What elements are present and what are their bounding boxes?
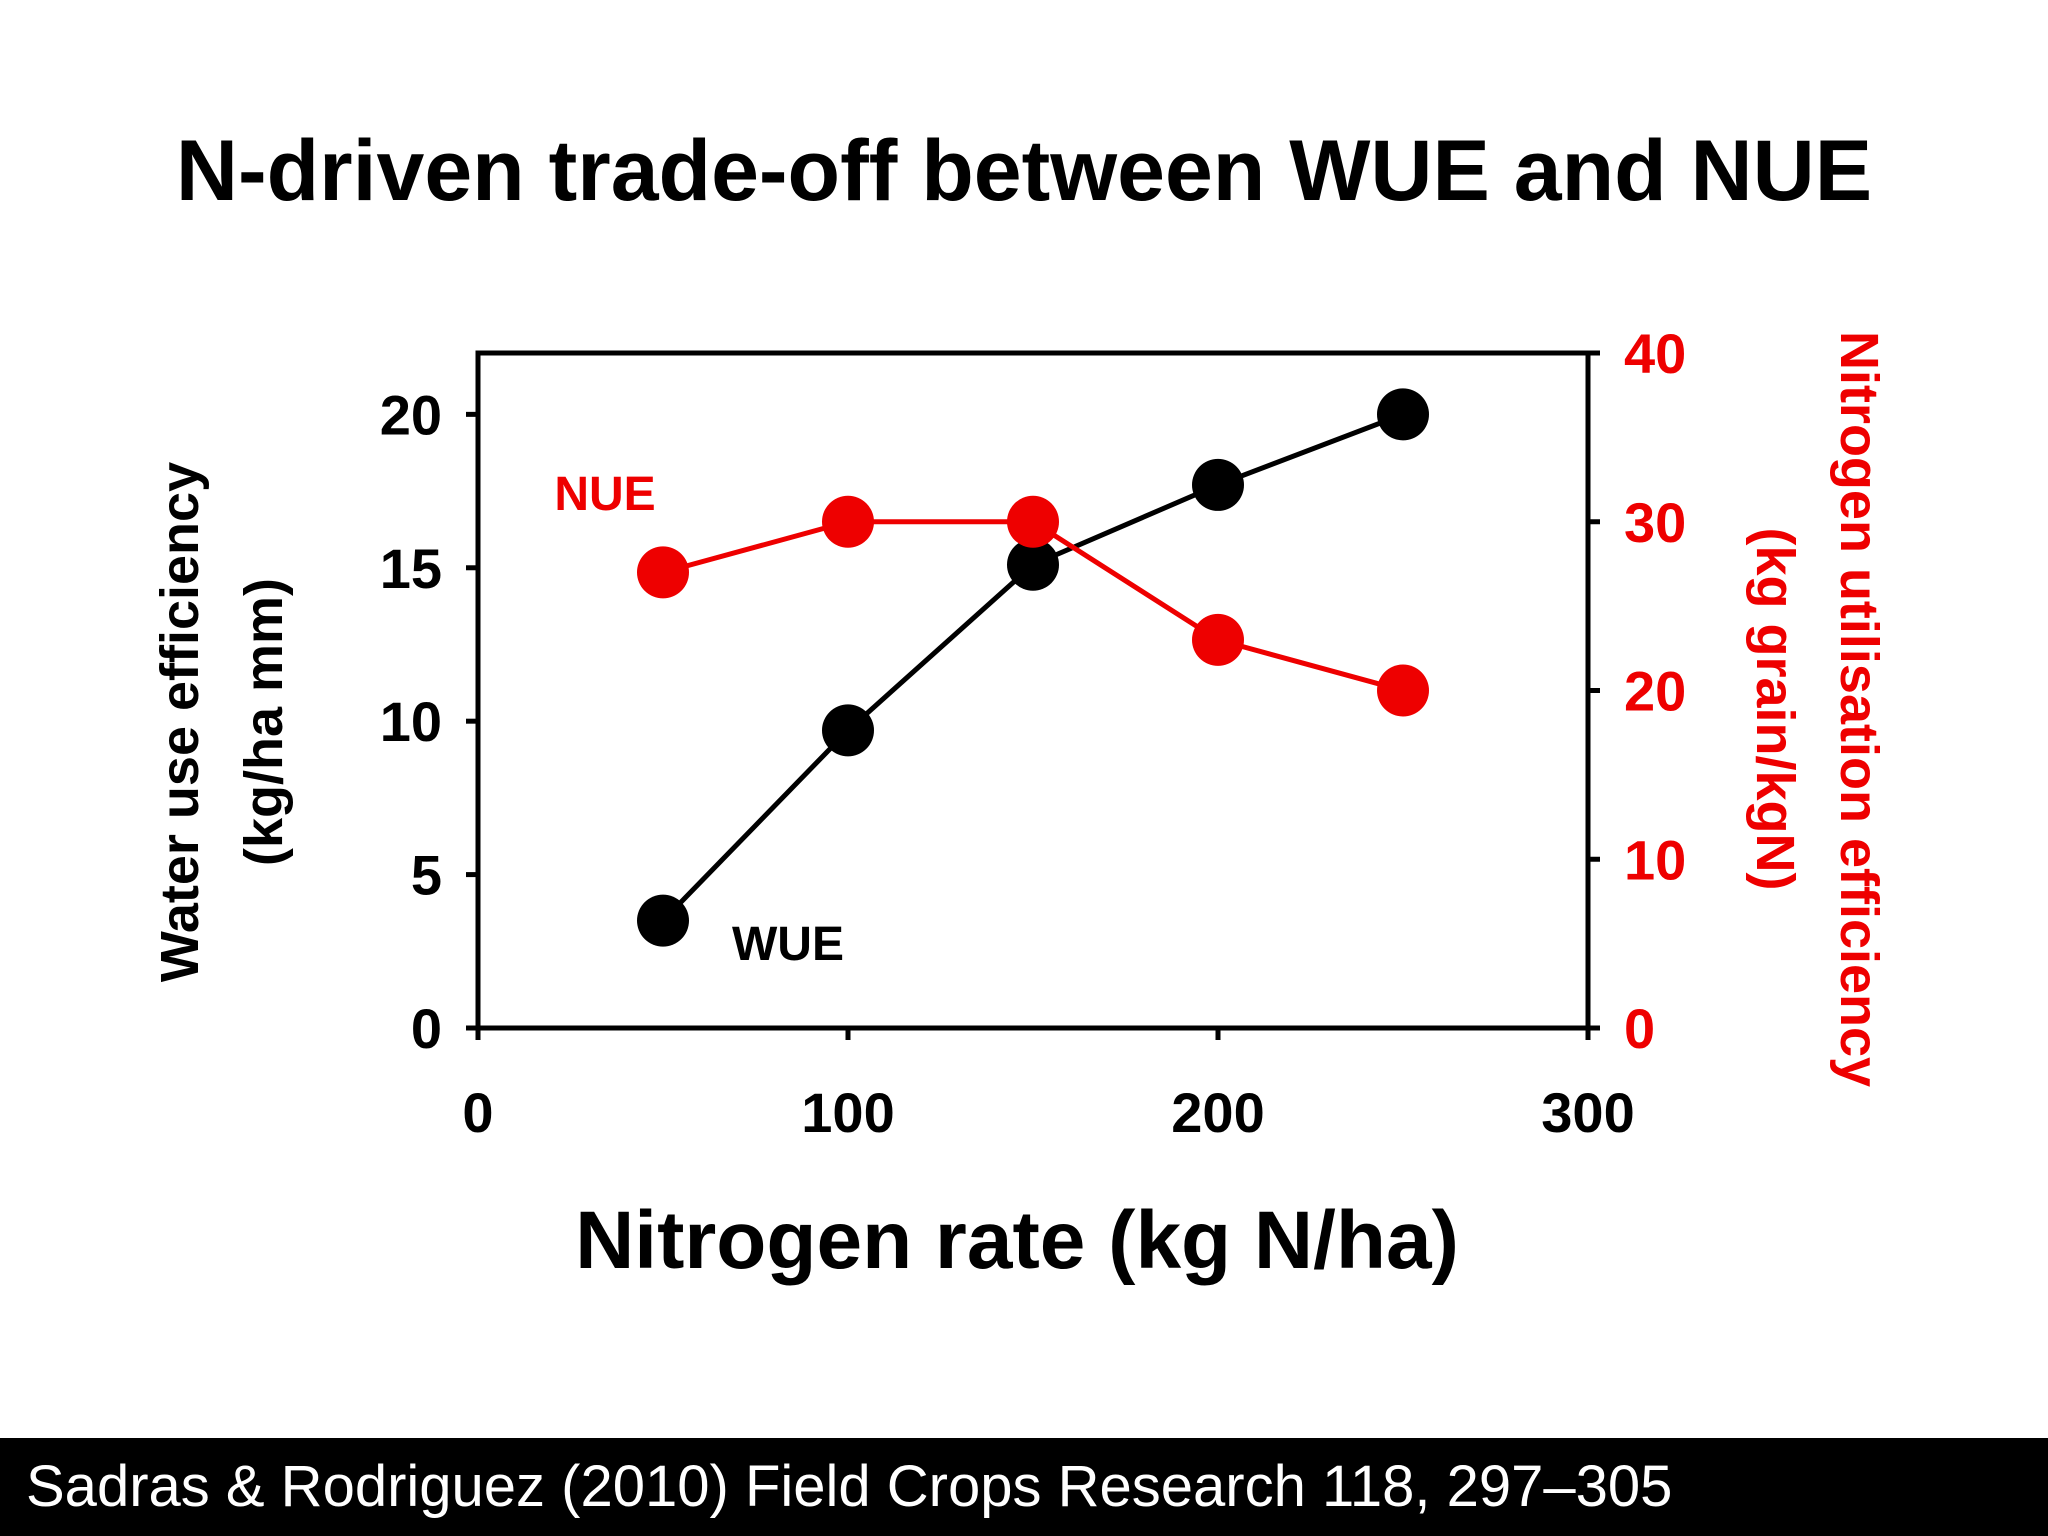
x-tick-label-300: 300 (1541, 1081, 1634, 1144)
series-layer (637, 388, 1429, 947)
left-tick-label-15: 15 (380, 537, 442, 600)
right-axis-label-line1: Nitrogen utilisation efficiency (1829, 331, 1889, 1087)
wue-point-50 (637, 894, 689, 947)
slide-title: N-driven trade-off between WUE and NUE (175, 123, 1873, 219)
citation-text: Sadras & Rodriguez (2010) Field Crops Re… (26, 1454, 1673, 1519)
wue-annotation: WUE (732, 918, 844, 971)
nue-point-250 (1377, 664, 1429, 717)
left-axis-label-line1: Water use efficiency (150, 462, 210, 982)
right-tick-label-30: 30 (1624, 491, 1686, 554)
nue-point-200 (1192, 613, 1244, 666)
wue-series (637, 388, 1429, 947)
right-tick-label-0: 0 (1624, 997, 1655, 1060)
left-tick-label-0: 0 (411, 997, 442, 1060)
left-tick-label-20: 20 (380, 383, 442, 446)
left-axis-ticks: 0 5 10 15 20 (380, 383, 478, 1060)
wue-point-100 (822, 704, 874, 757)
left-axis-label-line2: (kg/ha mm) (234, 578, 294, 866)
left-tick-label-5: 5 (411, 844, 442, 907)
x-axis-label: Nitrogen rate (kg N/ha) (575, 1195, 1459, 1286)
wue-point-150 (1007, 538, 1059, 591)
right-tick-label-20: 20 (1624, 660, 1686, 723)
left-tick-label-10: 10 (380, 690, 442, 753)
x-axis-ticks: 0 100 200 300 (462, 1028, 1635, 1144)
wue-point-200 (1192, 458, 1244, 511)
right-tick-label-10: 10 (1624, 828, 1686, 891)
right-tick-label-40: 40 (1624, 322, 1686, 385)
citation-bar: Sadras & Rodriguez (2010) Field Crops Re… (0, 1438, 2048, 1536)
x-tick-label-200: 200 (1171, 1081, 1264, 1144)
x-tick-label-0: 0 (462, 1081, 493, 1144)
right-axis-label-line2: (kg grain/kgN) (1745, 527, 1805, 890)
nue-point-100 (822, 495, 874, 548)
wue-line (661, 412, 1404, 923)
nue-series (637, 495, 1429, 717)
wue-point-250 (1377, 388, 1429, 441)
nue-annotation: NUE (554, 468, 655, 521)
right-axis-ticks: 0 10 20 30 40 (1588, 322, 1686, 1060)
x-tick-label-100: 100 (801, 1081, 894, 1144)
nue-point-150 (1007, 495, 1059, 548)
nue-point-50 (637, 546, 689, 599)
